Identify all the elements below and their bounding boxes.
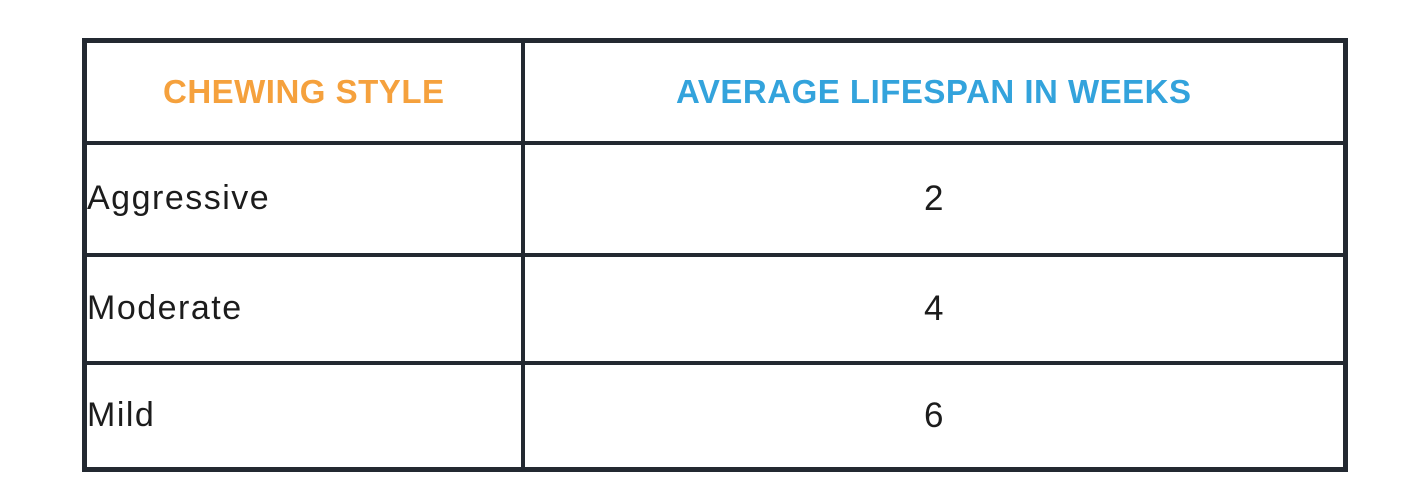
cell-lifespan-moderate: 4 — [520, 252, 1348, 365]
header-average-lifespan-in-weeks: AVERAGE LIFESPAN IN WEEKS — [520, 38, 1348, 145]
cell-lifespan-mild: 6 — [520, 360, 1348, 472]
cell-chewing-style-aggressive: Aggressive — [82, 140, 525, 257]
table-header-row: CHEWING STYLE AVERAGE LIFESPAN IN WEEKS — [82, 38, 1348, 145]
table-row: Mild 6 — [82, 360, 1348, 472]
cell-chewing-style-moderate: Moderate — [82, 252, 525, 365]
header-chewing-style: CHEWING STYLE — [82, 38, 525, 145]
table-row: Aggressive 2 — [82, 140, 1348, 257]
cell-lifespan-aggressive: 2 — [520, 140, 1348, 257]
cell-chewing-style-mild: Mild — [82, 360, 525, 472]
table-row: Moderate 4 — [82, 252, 1348, 365]
chewing-style-lifespan-table: CHEWING STYLE AVERAGE LIFESPAN IN WEEKS … — [82, 38, 1348, 472]
